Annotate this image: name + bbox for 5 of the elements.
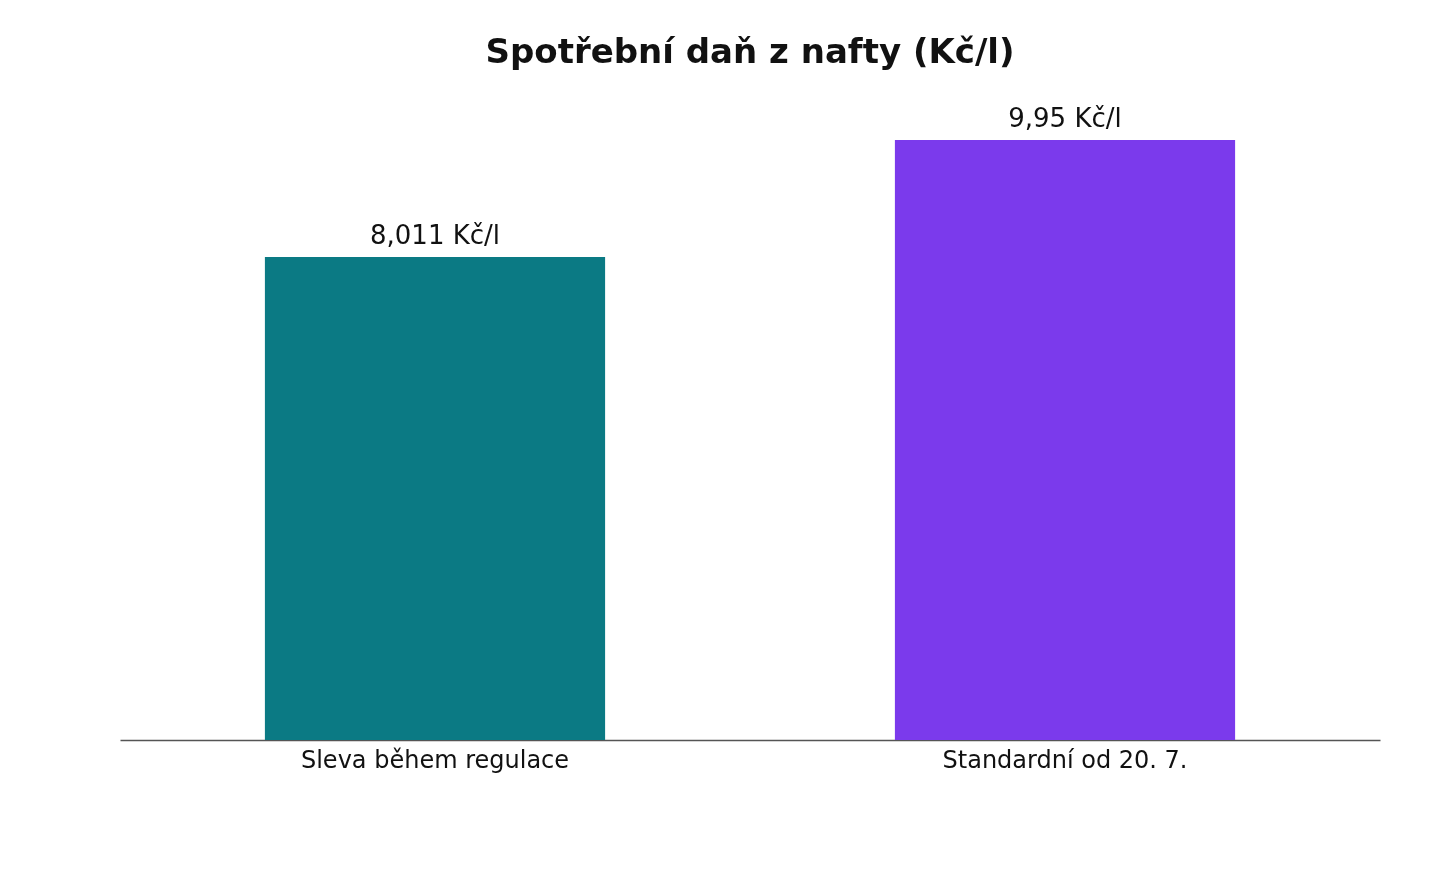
data-label: 9,95 Kč/l [1008, 103, 1122, 134]
x-tick-label: Standardní od 20. 7. [942, 745, 1188, 774]
data-label: 8,011 Kč/l [369, 219, 501, 250]
x-tick-label: Sleva během regulace [300, 745, 570, 774]
chart-title: Spotřební daň z nafty (Kč/l) [485, 31, 1015, 72]
